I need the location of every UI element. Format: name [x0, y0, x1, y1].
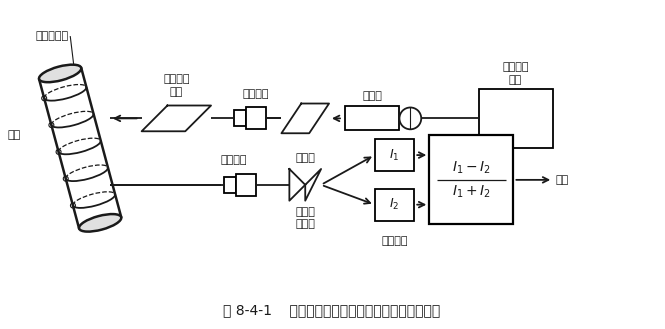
Bar [246, 108, 265, 129]
Bar [374, 189, 414, 220]
Text: $I_1 - I_2$: $I_1 - I_2$ [452, 160, 491, 176]
Text: 高折射率
浸油: 高折射率 浸油 [163, 74, 190, 97]
Ellipse shape [79, 214, 121, 232]
Text: 高压输电线: 高压输电线 [36, 31, 69, 41]
Text: 显微物镜: 显微物镜 [243, 89, 269, 99]
Bar [479, 89, 553, 148]
Bar [224, 177, 236, 193]
Bar [236, 174, 255, 196]
Bar [345, 107, 400, 130]
Bar [374, 139, 414, 171]
Text: 光接收器: 光接收器 [381, 237, 408, 246]
Text: 激光器: 激光器 [362, 90, 382, 101]
Text: $I_1$: $I_1$ [389, 147, 400, 163]
Ellipse shape [39, 65, 81, 82]
Text: $I_1 + I_2$: $I_1 + I_2$ [452, 184, 491, 200]
Text: $I_2$: $I_2$ [389, 197, 400, 212]
Text: 信号处理
装置: 信号处理 装置 [502, 62, 529, 85]
Text: 显微物镜: 显微物镜 [221, 155, 247, 165]
Bar [429, 135, 513, 224]
Text: 图 8-4-1    偏振态调制型光纤电流传感器测试原理图: 图 8-4-1 偏振态调制型光纤电流传感器测试原理图 [223, 303, 441, 317]
Text: 输出: 输出 [555, 175, 569, 185]
Text: 光纤: 光纤 [8, 130, 21, 140]
Text: 握拉斯
顿棱镜: 握拉斯 顿棱镜 [295, 207, 315, 229]
Text: 起偏器: 起偏器 [295, 153, 315, 163]
Bar [234, 111, 246, 126]
